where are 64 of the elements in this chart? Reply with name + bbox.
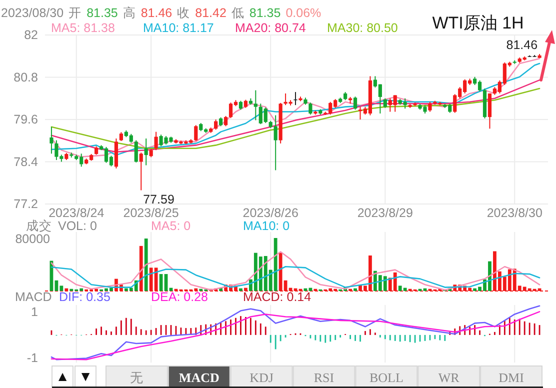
- text: MACD: [178, 370, 220, 385]
- text: 成交: [26, 218, 52, 233]
- bar: [239, 288, 242, 291]
- text: ▼: [78, 370, 92, 385]
- candlestick: [383, 98, 387, 108]
- text: 收: [177, 6, 190, 20]
- text: BOLL: [369, 370, 404, 385]
- bar: [144, 238, 148, 291]
- y-tick-label: 79.6: [14, 112, 38, 126]
- y-tick-label: 1: [31, 304, 38, 319]
- x-tick-label: 2023/8/24: [48, 206, 104, 220]
- candlestick: [154, 131, 158, 151]
- x-tick-label: 2023/8/29: [357, 206, 413, 220]
- text: 2023/08/30: [1, 6, 64, 20]
- candlestick: [50, 126, 54, 154]
- annotation: 80000: [15, 232, 50, 246]
- text: MA10: 0: [243, 219, 290, 233]
- text: 无: [130, 370, 144, 385]
- candlestick: [194, 124, 198, 142]
- candlestick: [308, 102, 312, 116]
- text: VOL: 0: [58, 219, 97, 233]
- text: 低: [231, 6, 244, 20]
- text: MA5: 0: [151, 219, 191, 233]
- annotation: 81.46: [506, 38, 538, 52]
- candlestick: [428, 101, 432, 112]
- candlestick: [353, 96, 358, 110]
- text: 开: [68, 6, 82, 20]
- text: 81.35: [249, 6, 281, 20]
- annotation: MACD: [15, 290, 52, 304]
- candlestick: [214, 119, 218, 130]
- candlestick: [254, 90, 258, 121]
- y-tick-label: 77.2: [14, 197, 38, 211]
- text: DMI: [498, 370, 524, 385]
- candlestick: [139, 152, 143, 191]
- text: 高: [122, 5, 136, 20]
- y-tick-label: 82: [24, 28, 38, 42]
- candlestick: [134, 140, 138, 163]
- text: 0.06%: [286, 6, 322, 20]
- text: KDJ: [250, 370, 274, 385]
- x-tick-label: 2023/8/30: [486, 206, 542, 220]
- text: ▲: [56, 370, 70, 385]
- candlestick: [224, 115, 228, 127]
- series-label: MACD: 0.14: [243, 290, 312, 304]
- y-tick-label: 78.4: [14, 154, 38, 169]
- x-tick-label: 2023/8/26: [242, 206, 298, 220]
- text: MA20: 80.74: [235, 21, 306, 35]
- text: MA5: 81.38: [51, 21, 115, 35]
- text: DIF: 0.35: [59, 290, 110, 304]
- y-tick-label: 80.8: [14, 70, 38, 84]
- candlestick: [144, 138, 148, 166]
- bar: [354, 288, 357, 291]
- annotation: 77.59: [143, 192, 174, 206]
- candlestick: [488, 92, 492, 130]
- x-tick-label: 2023/8/25: [123, 206, 179, 220]
- y-tick-label: -1: [26, 350, 38, 365]
- text: DEA: 0.28: [151, 290, 208, 304]
- text: MA10: 81.17: [143, 21, 214, 35]
- text: WR: [438, 370, 460, 385]
- text: 81.42: [195, 6, 226, 20]
- text: 81.35: [86, 6, 118, 20]
- text: MA30: 80.50: [327, 21, 398, 35]
- chart-title: WTI原油 1H: [432, 14, 524, 32]
- text: RSI: [314, 370, 334, 385]
- text: 81.46: [140, 6, 172, 20]
